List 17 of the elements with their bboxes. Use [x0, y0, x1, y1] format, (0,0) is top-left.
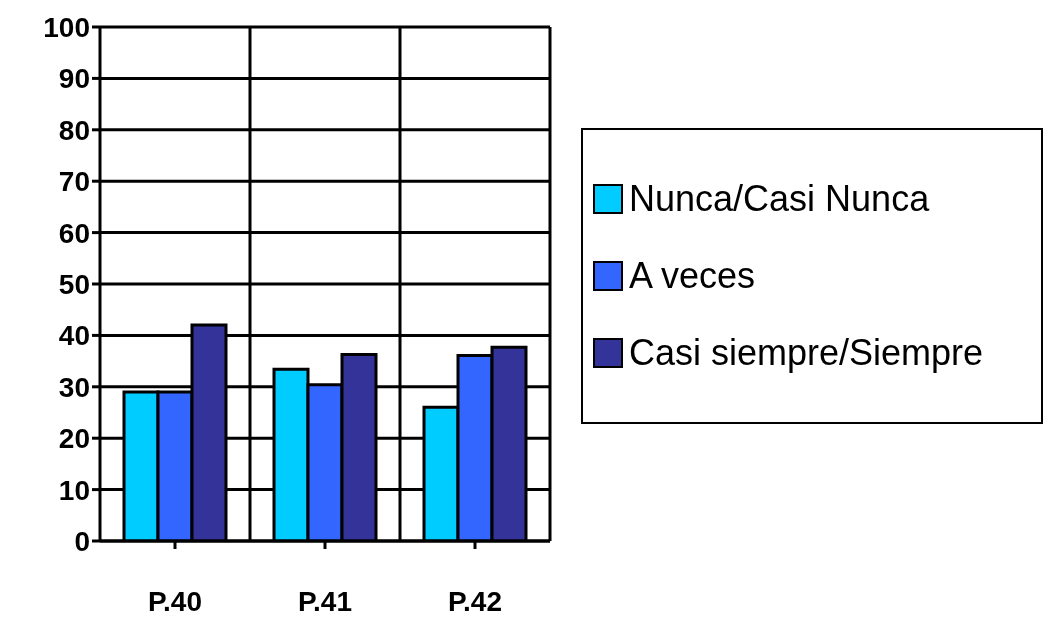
y-tick-label: 90	[58, 63, 90, 95]
y-tick-label: 100	[43, 11, 90, 43]
y-tick-label: 50	[58, 268, 90, 300]
y-tick-label: 40	[58, 320, 90, 352]
y-tick-label: 70	[58, 166, 90, 198]
x-tick-label: P.42	[448, 585, 502, 617]
x-tick-label: P.41	[298, 585, 352, 617]
legend-label: Nunca/Casi Nunca	[629, 177, 930, 220]
legend-label: A veces	[629, 254, 756, 297]
legend-label: Casi siempre/Siempre	[629, 332, 984, 375]
y-tick-label: 20	[58, 423, 90, 455]
y-tick-label: 60	[58, 217, 90, 249]
x-tick-label: P.40	[148, 585, 202, 617]
y-tick-label: 80	[58, 114, 90, 146]
y-tick-label: 30	[58, 371, 90, 403]
y-tick-label: 0	[74, 525, 90, 557]
y-tick-label: 10	[58, 474, 90, 506]
